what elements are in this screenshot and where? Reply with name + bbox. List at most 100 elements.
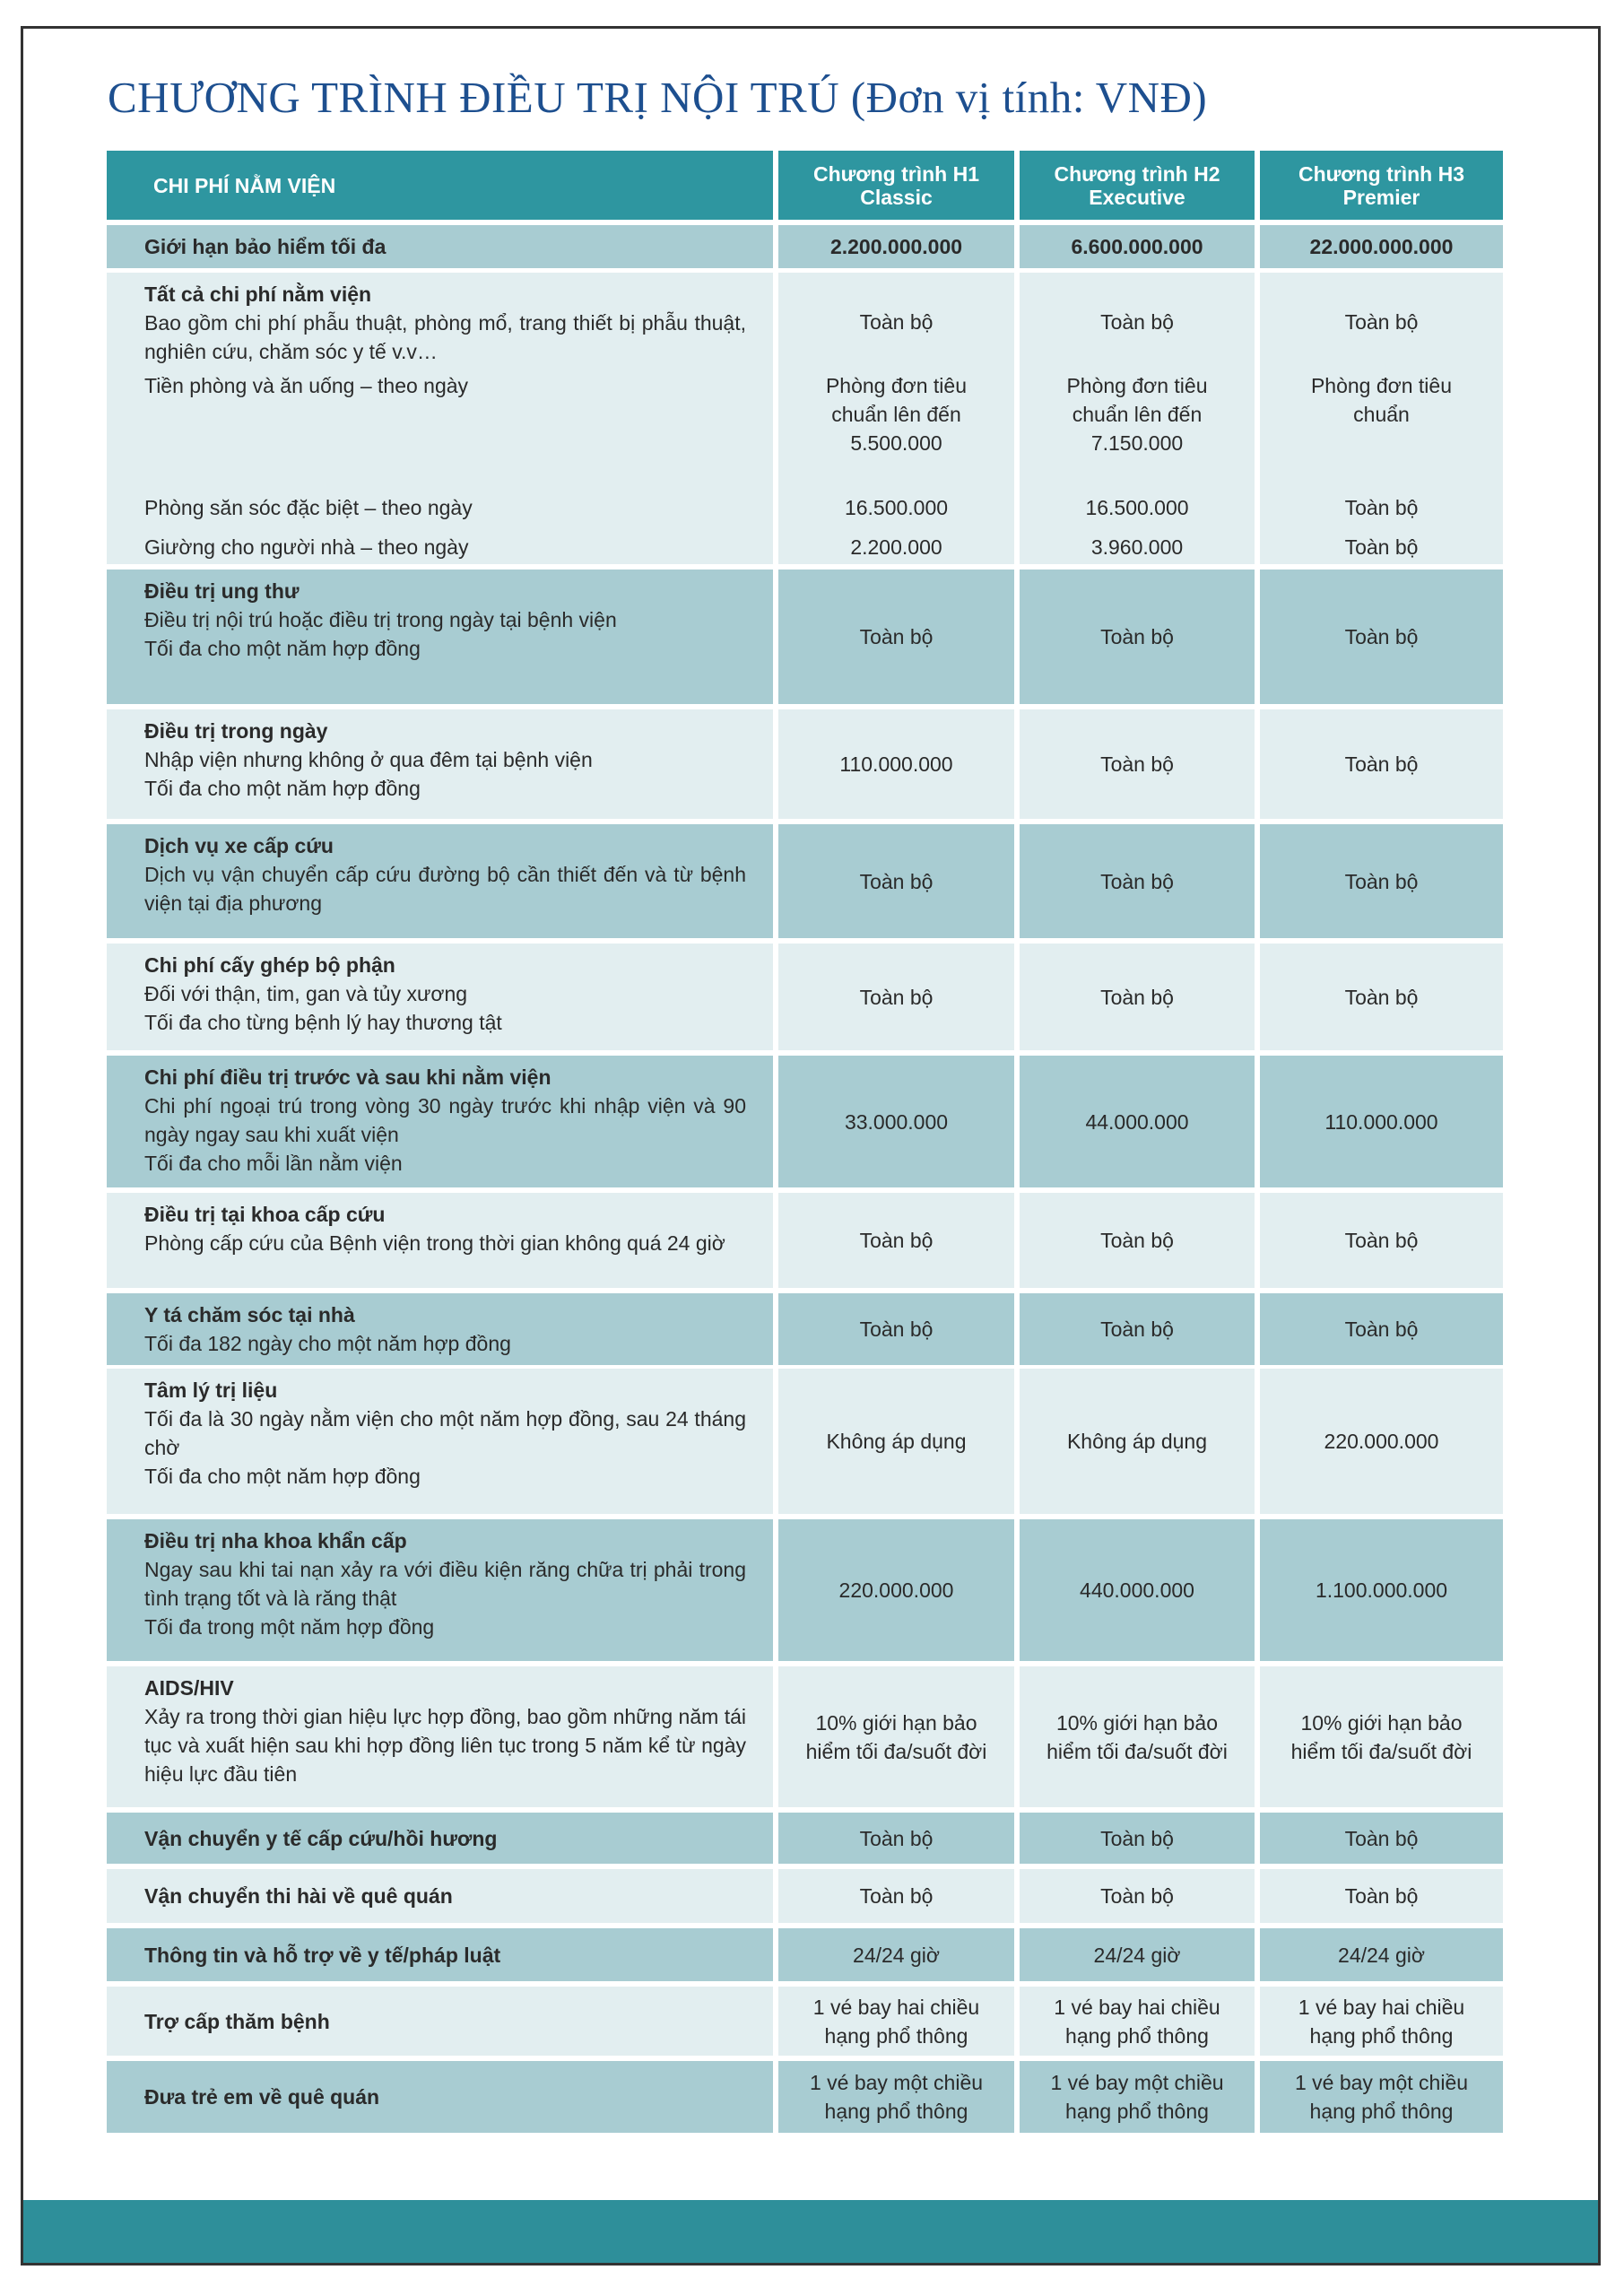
benefit-desc: Tối đa cho một năm hợp đồng xyxy=(144,637,421,660)
benefit-row: Điều trị nha khoa khẩn cấp Ngay sau khi t… xyxy=(107,1519,1503,1661)
benefit-desc: Tối đa cho một năm hợp đồng xyxy=(144,1465,421,1488)
plan-name: Chương trình H2 xyxy=(1054,161,1220,186)
benefit-value: 24/24 giờ xyxy=(778,1928,1014,1981)
benefit-row: Tất cả chi phí nằm viện Bao gồm chi phí p… xyxy=(107,273,1503,564)
value-part: Phòng đơn tiêu chuẩn xyxy=(1310,374,1453,426)
benefit-value: Toàn bộ xyxy=(778,1813,1014,1864)
benefit-desc: Tối đa cho từng bệnh lý hay thương tật xyxy=(144,1011,502,1034)
benefit-row: AIDS/HIV Xảy ra trong thời gian hiệu lực … xyxy=(107,1666,1503,1807)
benefit-value: 22.000.000.000 xyxy=(1260,225,1503,268)
benefit-row: Điều trị ung thư Điều trị nội trú hoặc đi… xyxy=(107,570,1503,704)
page-title: CHƯƠNG TRÌNH ĐIỀU TRỊ NỘI TRÚ (Đơn vị tí… xyxy=(108,73,1208,122)
benefit-value: Toàn bộ xyxy=(778,944,1014,1050)
benefit-label: Chi phí cấy ghép bộ phận Đối với thận, ti… xyxy=(107,944,773,1050)
value-part: Phòng đơn tiêu chuẩn lên đến 5.500.000 xyxy=(825,374,968,455)
benefit-title: Tất cả chi phí nằm viện xyxy=(144,283,372,306)
label-part: Tất cả chi phí nằm viện Bao gồm chi phí p… xyxy=(144,280,746,371)
benefit-row: Chi phí cấy ghép bộ phận Đối với thận, ti… xyxy=(107,944,1503,1050)
benefit-row: Dịch vụ xe cấp cứu Dịch vụ vận chuyển cấp… xyxy=(107,824,1503,938)
benefit-row: Chi phí điều trị trước và sau khi nằm vi… xyxy=(107,1056,1503,1187)
benefit-value: Toàn bộ xyxy=(1260,1869,1503,1923)
benefit-value: 1.100.000.000 xyxy=(1260,1519,1503,1661)
benefit-label: AIDS/HIV Xảy ra trong thời gian hiệu lực … xyxy=(107,1666,773,1807)
benefit-row: Trợ cấp thăm bệnh 1 vé bay hai chiều hạng… xyxy=(107,1987,1503,2056)
benefit-value: 440.000.000 xyxy=(1020,1519,1255,1661)
value-part: 2.200.000 xyxy=(850,535,942,559)
plan-header: Chương trình H3 Premier xyxy=(1260,151,1503,220)
benefit-value: Không áp dụng xyxy=(778,1369,1014,1514)
benefit-table: CHI PHÍ NẰM VIỆN Chương trình H1 Classic Ch… xyxy=(107,151,1503,2138)
benefit-value: 1 vé bay hai chiều hạng phổ thông xyxy=(778,1987,1014,2056)
benefit-value: 1 vé bay một chiều hạng phổ thông xyxy=(778,2061,1014,2133)
benefit-desc: Phòng cấp cứu của Bệnh viện trong thời g… xyxy=(144,1231,725,1255)
plan-tier: Executive xyxy=(1089,185,1185,209)
footer-band xyxy=(23,2200,1598,2263)
plan-name: Chương trình H1 xyxy=(812,161,980,186)
benefit-desc: Đối với thận, tim, gan và tủy xương xyxy=(144,982,468,1005)
benefit-value: Toàn bộ xyxy=(1260,1813,1503,1864)
benefit-value: 24/24 giờ xyxy=(1020,1928,1255,1981)
benefit-value: 24/24 giờ xyxy=(1260,1928,1503,1981)
benefit-desc: Bao gồm chi phí phẫu thuật, phòng mổ, tr… xyxy=(144,311,746,363)
benefit-value: Toàn bộ xyxy=(1260,1193,1503,1288)
benefit-label: Điều trị nha khoa khẩn cấp Ngay sau khi t… xyxy=(107,1519,773,1661)
benefit-value: 10% giới hạn bảo hiểm tối đa/suốt đời xyxy=(1020,1666,1255,1807)
benefit-label: Tâm lý trị liệu Tối đa là 30 ngày nằm việ… xyxy=(107,1369,773,1514)
benefit-value: Toàn bộ xyxy=(1260,944,1503,1050)
benefit-value: 220.000.000 xyxy=(1260,1369,1503,1514)
benefit-value: Toàn bộ xyxy=(778,1869,1014,1923)
benefit-label: Đưa trẻ em về quê quán xyxy=(107,2061,773,2133)
benefit-value: Toàn bộ xyxy=(1260,709,1503,819)
benefit-value: 110.000.000 xyxy=(1260,1056,1503,1187)
benefit-value: Toàn bộ Phòng đơn tiêu chuẩn lên đến 7.15… xyxy=(1020,273,1255,564)
label-part: Tiền phòng và ăn uống – theo ngày xyxy=(144,371,746,486)
value-part: Toàn bộ xyxy=(1344,496,1419,519)
header-row: CHI PHÍ NẰM VIỆN Chương trình H1 Classic Ch… xyxy=(107,151,1503,220)
benefit-title: Vận chuyển thi hài về quê quán xyxy=(144,1884,453,1908)
benefit-value: Toàn bộ xyxy=(1260,824,1503,938)
benefit-value: Toàn bộ xyxy=(1020,824,1255,938)
benefit-value: 1 vé bay một chiều hạng phổ thông xyxy=(1020,2061,1255,2133)
benefit-value: 1 vé bay hai chiều hạng phổ thông xyxy=(1020,1987,1255,2056)
benefit-title: Chi phí điều trị trước và sau khi nằm vi… xyxy=(144,1065,551,1089)
benefit-row: Thông tin và hỗ trợ về y tế/pháp luật 24/… xyxy=(107,1928,1503,1981)
benefit-title: Chi phí cấy ghép bộ phận xyxy=(144,953,395,977)
benefit-desc: Tối đa 182 ngày cho một năm hợp đồng xyxy=(144,1332,511,1355)
benefit-row: Giới hạn bảo hiểm tối đa 2.200.000.000 6.6… xyxy=(107,225,1503,268)
benefit-desc: Ngay sau khi tai nạn xảy ra với điều kiệ… xyxy=(144,1558,746,1610)
benefit-title: Giới hạn bảo hiểm tối đa xyxy=(144,235,386,258)
benefit-row: Vận chuyển thi hài về quê quán Toàn bộ Toà… xyxy=(107,1869,1503,1923)
benefit-label: Điều trị ung thư Điều trị nội trú hoặc đi… xyxy=(107,570,773,704)
value-part: Toàn bộ xyxy=(1100,310,1174,334)
value-part: Toàn bộ xyxy=(1344,535,1419,559)
benefit-value: 2.200.000.000 xyxy=(778,225,1014,268)
benefit-row: Vận chuyển y tế cấp cứu/hồi hương Toàn bộ… xyxy=(107,1813,1503,1864)
value-part: 16.500.000 xyxy=(1085,496,1189,519)
benefit-title: Dịch vụ xe cấp cứu xyxy=(144,834,334,857)
page-frame xyxy=(21,26,1601,2266)
benefit-title: Y tá chăm sóc tại nhà xyxy=(144,1303,355,1326)
item-label: Giường cho người nhà – theo ngày xyxy=(144,535,469,559)
benefit-desc: Tối đa cho một năm hợp đồng xyxy=(144,777,421,800)
benefit-desc: Tối đa cho mỗi lần nằm viện xyxy=(144,1152,403,1175)
value-part: Phòng đơn tiêu chuẩn lên đến 7.150.000 xyxy=(1066,374,1208,455)
benefit-label: Vận chuyển y tế cấp cứu/hồi hương xyxy=(107,1813,773,1864)
benefit-value: 110.000.000 xyxy=(778,709,1014,819)
benefit-value: 10% giới hạn bảo hiểm tối đa/suốt đời xyxy=(1260,1666,1503,1807)
benefit-label: Dịch vụ xe cấp cứu Dịch vụ vận chuyển cấp… xyxy=(107,824,773,938)
benefit-label: Vận chuyển thi hài về quê quán xyxy=(107,1869,773,1923)
benefit-title: AIDS/HIV xyxy=(144,1676,234,1700)
benefit-title: Điều trị tại khoa cấp cứu xyxy=(144,1203,386,1226)
benefit-row: Đưa trẻ em về quê quán 1 vé bay một chiều… xyxy=(107,2061,1503,2133)
benefit-title: Đưa trẻ em về quê quán xyxy=(144,2085,380,2109)
benefit-value: 44.000.000 xyxy=(1020,1056,1255,1187)
benefit-label: Y tá chăm sóc tại nhà Tối đa 182 ngày cho… xyxy=(107,1293,773,1365)
plan-tier: Premier xyxy=(1342,185,1420,209)
benefit-value: 10% giới hạn bảo hiểm tối đa/suốt đời xyxy=(778,1666,1014,1807)
benefit-value: Toàn bộ xyxy=(1260,1293,1503,1365)
benefit-value: Toàn bộ xyxy=(1020,709,1255,819)
value-part: 16.500.000 xyxy=(844,496,949,519)
benefit-label: Điều trị tại khoa cấp cứu Phòng cấp cứu c… xyxy=(107,1193,773,1288)
benefit-title: Điều trị nha khoa khẩn cấp xyxy=(144,1529,407,1552)
benefit-desc: Dịch vụ vận chuyển cấp cứu đường bộ cần … xyxy=(144,863,746,915)
